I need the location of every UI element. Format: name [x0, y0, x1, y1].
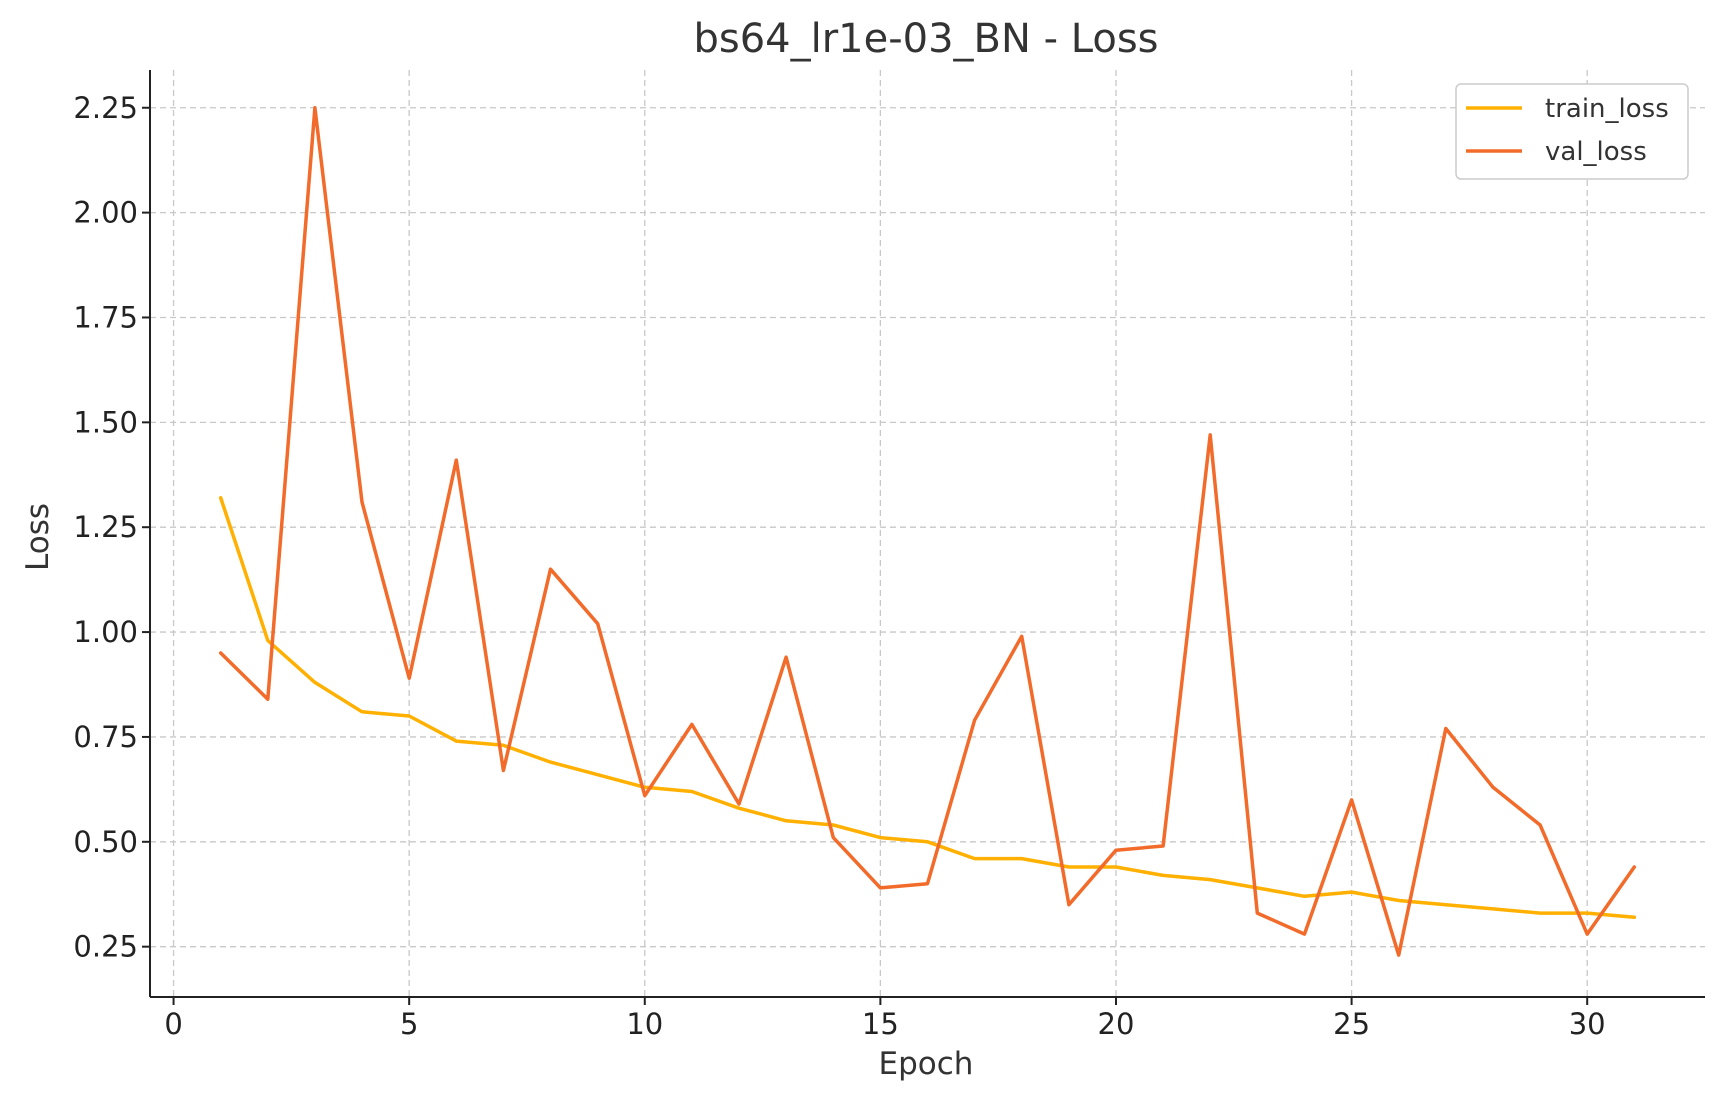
y-tick-label: 1.75: [73, 300, 138, 334]
x-tick-label: 20: [1098, 1007, 1135, 1041]
x-tick-label: 0: [164, 1007, 182, 1041]
y-tick-label: 0.75: [73, 720, 138, 754]
legend-label-val-loss: val_loss: [1545, 137, 1647, 167]
x-tick-label: 5: [400, 1007, 418, 1041]
y-tick-label: 2.25: [73, 91, 138, 125]
y-ticks: 0.25 0.50 0.75 1.00 1.25 1.50 1.75 2.00 2.25: [73, 91, 150, 964]
x-ticks: 0 5 10 15 20 25 30: [164, 997, 1606, 1041]
y-tick-label: 1.25: [73, 510, 138, 544]
x-axis-label: Epoch: [879, 1046, 974, 1082]
y-axis-label: Loss: [20, 503, 56, 571]
grid: [150, 70, 1705, 997]
y-tick-label: 0.25: [73, 930, 138, 964]
legend-label-train-loss: train_loss: [1545, 94, 1669, 124]
x-tick-label: 30: [1569, 1007, 1606, 1041]
axes: [149, 70, 1705, 998]
y-tick-label: 1.50: [73, 405, 138, 439]
series-line-val-loss: [218, 106, 1637, 957]
series-line-train-loss: [218, 496, 1637, 920]
y-tick-label: 1.00: [73, 615, 138, 649]
y-tick-label: 0.50: [73, 825, 138, 859]
legend: train_loss val_loss: [1455, 83, 1689, 180]
x-tick-label: 15: [862, 1007, 899, 1041]
x-tick-label: 25: [1333, 1007, 1370, 1041]
series-layer: [218, 106, 1637, 957]
chart-title: bs64_lr1e-03_BN - Loss: [693, 16, 1158, 62]
y-tick-label: 2.00: [73, 196, 138, 230]
x-tick-label: 10: [626, 1007, 663, 1041]
